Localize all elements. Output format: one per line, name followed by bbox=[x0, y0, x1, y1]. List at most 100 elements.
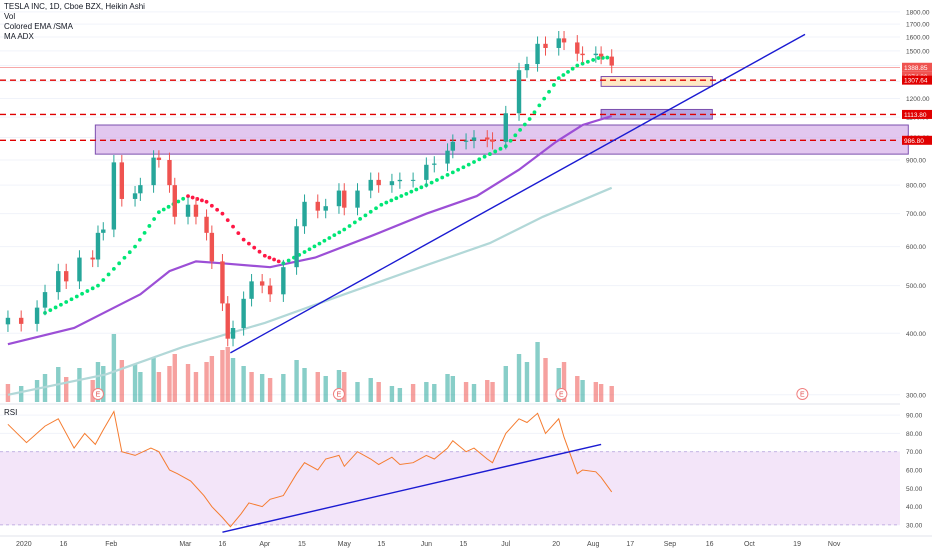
candle[interactable] bbox=[267, 278, 273, 302]
candle[interactable] bbox=[101, 222, 106, 241]
candle[interactable] bbox=[471, 130, 477, 149]
ema-dot bbox=[215, 207, 220, 212]
candle[interactable] bbox=[156, 150, 162, 168]
candle[interactable] bbox=[450, 134, 456, 159]
candle-body bbox=[111, 162, 117, 230]
legend-volume[interactable]: Vol bbox=[4, 12, 16, 21]
ema-dot bbox=[527, 117, 532, 121]
candle[interactable] bbox=[241, 291, 246, 336]
candle[interactable] bbox=[593, 46, 599, 63]
candle[interactable] bbox=[355, 183, 360, 216]
candle[interactable] bbox=[5, 310, 11, 332]
ema-dot bbox=[591, 58, 596, 62]
candle[interactable] bbox=[535, 36, 540, 72]
legend-ma-adx[interactable]: MA ADX bbox=[4, 32, 34, 41]
candle[interactable] bbox=[485, 130, 490, 148]
candle[interactable] bbox=[368, 172, 373, 199]
rsi-tick-label: 60.00 bbox=[906, 468, 923, 475]
candle[interactable] bbox=[323, 198, 328, 219]
price-pane[interactable]: E E E E 300.00 400.00 500.00 600.00 700.00 800.00… bbox=[0, 9, 932, 402]
ema-dot bbox=[508, 138, 513, 143]
candle[interactable] bbox=[598, 46, 604, 65]
candle[interactable] bbox=[167, 152, 172, 193]
candle[interactable] bbox=[524, 56, 530, 78]
candle[interactable] bbox=[119, 155, 125, 207]
candle[interactable] bbox=[445, 143, 450, 172]
earnings-marker[interactable] bbox=[796, 388, 809, 400]
price-zone[interactable] bbox=[600, 76, 713, 87]
candle[interactable] bbox=[230, 320, 236, 347]
candle[interactable] bbox=[575, 35, 580, 62]
candle[interactable] bbox=[580, 46, 585, 63]
candle[interactable] bbox=[315, 194, 320, 219]
sma50-line[interactable] bbox=[7, 115, 613, 346]
ema-dot bbox=[85, 289, 90, 293]
volume-bar bbox=[294, 360, 299, 402]
candle[interactable] bbox=[138, 177, 143, 201]
sma200-line[interactable] bbox=[7, 186, 613, 396]
rsi-tick-label: 80.00 bbox=[906, 431, 923, 438]
candle[interactable] bbox=[543, 36, 548, 56]
candle[interactable] bbox=[111, 155, 117, 238]
candle[interactable] bbox=[503, 105, 508, 150]
candle[interactable] bbox=[294, 218, 299, 275]
candle[interactable] bbox=[77, 250, 82, 289]
candle[interactable] bbox=[516, 62, 522, 121]
earnings-marker[interactable] bbox=[555, 388, 568, 400]
time-axis[interactable]: 2020 16 Feb Mar 16 Apr 15 May 15 Jun 15 Jul 20 Aug 17 S… bbox=[0, 535, 932, 548]
candle[interactable] bbox=[34, 300, 40, 332]
candle[interactable] bbox=[132, 185, 138, 207]
legend-colored-ema[interactable]: Colored EMA /SMA bbox=[4, 22, 73, 31]
candle[interactable] bbox=[397, 172, 403, 189]
candle[interactable] bbox=[64, 263, 69, 289]
candle[interactable] bbox=[609, 49, 614, 74]
candle[interactable] bbox=[424, 157, 429, 188]
ema-dot bbox=[137, 237, 142, 242]
candle[interactable] bbox=[172, 177, 177, 225]
candle[interactable] bbox=[209, 225, 215, 269]
rsi-trendline[interactable] bbox=[222, 443, 602, 533]
candle[interactable] bbox=[220, 254, 225, 312]
candle[interactable] bbox=[561, 31, 567, 51]
candle[interactable] bbox=[342, 183, 347, 216]
candle[interactable] bbox=[556, 31, 561, 56]
ema-dot bbox=[236, 231, 241, 236]
candle[interactable] bbox=[95, 225, 101, 268]
candle[interactable] bbox=[463, 133, 469, 150]
ema-dot bbox=[276, 259, 281, 264]
candle[interactable] bbox=[410, 172, 416, 188]
rsi-pane[interactable]: 30.00 40.00 50.00 60.00 70.00 80.00 90.00 bbox=[0, 403, 923, 533]
earnings-marker[interactable] bbox=[91, 388, 104, 400]
candle[interactable] bbox=[389, 173, 395, 193]
candle-body bbox=[342, 190, 347, 208]
ema-dot bbox=[585, 59, 590, 64]
symbol-title[interactable]: TESLA INC, 1D, Cboe BZX, Heikin Ashi bbox=[4, 2, 145, 11]
candle[interactable] bbox=[259, 274, 265, 294]
volume-bar bbox=[397, 388, 403, 402]
ema-dot bbox=[122, 255, 127, 260]
rsi-line[interactable] bbox=[7, 410, 613, 528]
candle[interactable] bbox=[432, 156, 437, 173]
candle[interactable] bbox=[42, 284, 48, 316]
candle[interactable] bbox=[151, 150, 156, 193]
candle[interactable] bbox=[18, 310, 24, 332]
candle[interactable] bbox=[249, 274, 254, 307]
candle[interactable] bbox=[90, 250, 95, 268]
candle[interactable] bbox=[204, 209, 209, 241]
candle[interactable] bbox=[225, 296, 230, 347]
candle[interactable] bbox=[193, 197, 199, 225]
earnings-marker[interactable] bbox=[332, 388, 345, 400]
ema-dot bbox=[482, 154, 487, 159]
candle[interactable] bbox=[490, 132, 495, 150]
candle[interactable] bbox=[56, 263, 61, 300]
candle[interactable] bbox=[302, 194, 307, 234]
legend-rsi[interactable]: RSI bbox=[4, 408, 18, 417]
candle[interactable] bbox=[376, 172, 381, 193]
candle[interactable] bbox=[336, 183, 342, 214]
candle-body bbox=[18, 317, 24, 324]
candle[interactable] bbox=[281, 259, 286, 302]
price-trendline[interactable] bbox=[230, 33, 806, 354]
candle-body bbox=[432, 163, 437, 165]
candle[interactable] bbox=[185, 197, 191, 225]
